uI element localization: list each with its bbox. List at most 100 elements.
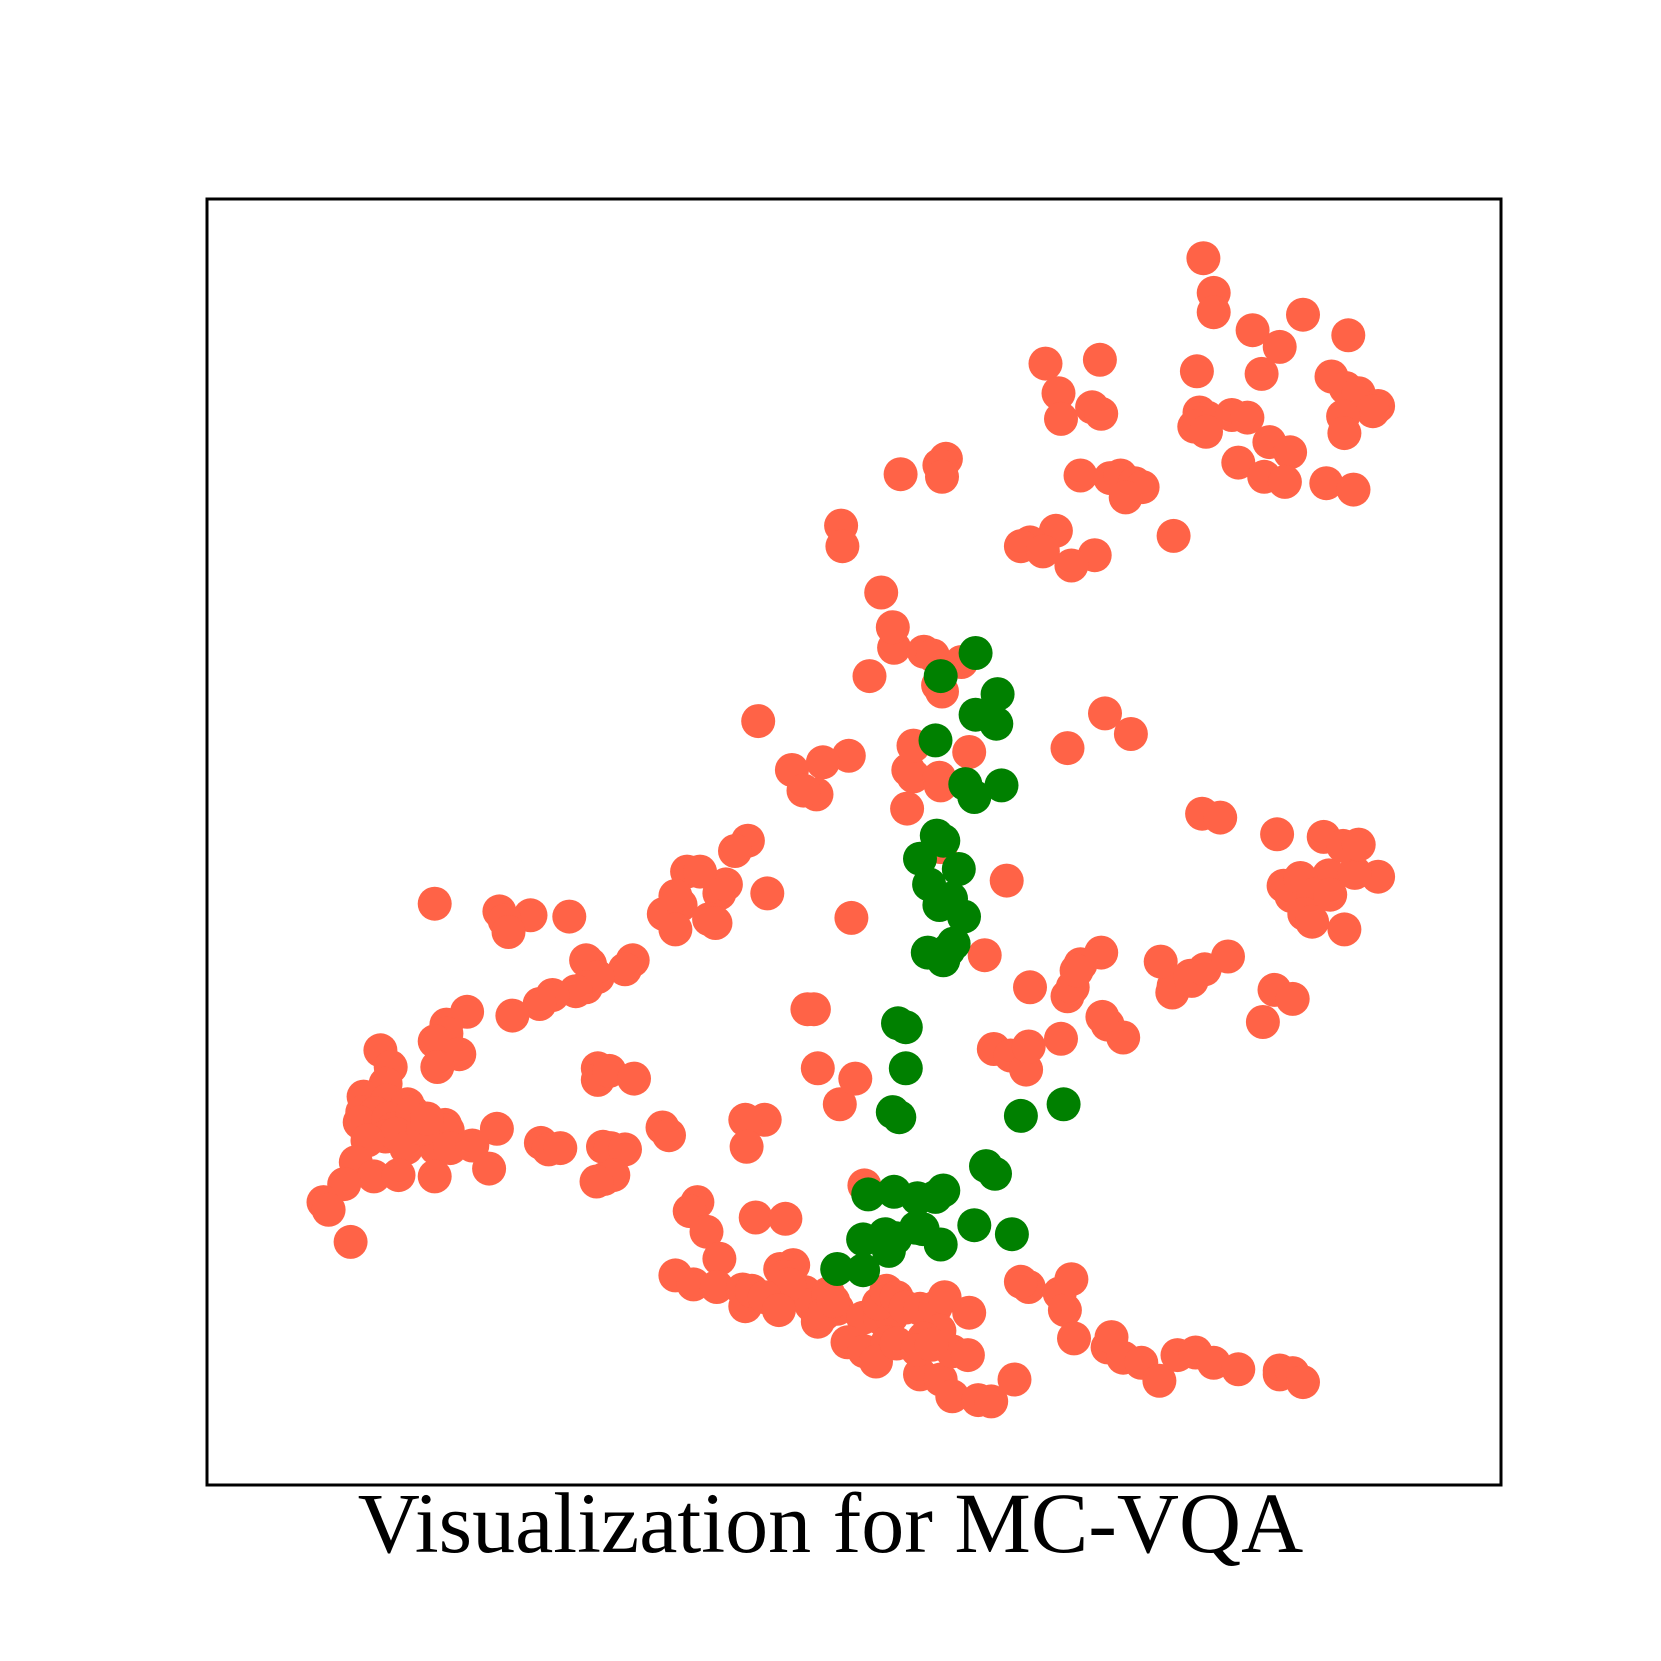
scatter-point-orange bbox=[796, 992, 831, 1027]
scatter-point-orange bbox=[729, 1129, 764, 1164]
scatter-point-orange bbox=[1337, 855, 1372, 890]
scatter-point-orange bbox=[896, 759, 931, 794]
scatter-point-orange bbox=[683, 854, 717, 889]
scatter-point-orange bbox=[761, 1293, 796, 1328]
scatter-point-orange bbox=[950, 1338, 985, 1373]
scatter-point-green bbox=[923, 1227, 958, 1262]
scatter-point-orange bbox=[1203, 800, 1238, 835]
scatter-point-orange bbox=[1082, 342, 1117, 377]
scatter-point-green bbox=[947, 899, 981, 934]
scatter-point-orange bbox=[543, 1131, 578, 1166]
scatter-point-orange bbox=[1088, 696, 1122, 731]
scatter-point-orange bbox=[1341, 827, 1376, 862]
scatter-point-orange bbox=[311, 1192, 346, 1227]
scatter-point-green bbox=[888, 1051, 923, 1086]
scatter-point-orange bbox=[728, 1102, 763, 1137]
scatter-point-green bbox=[980, 677, 1015, 712]
scatter-point-orange bbox=[997, 1362, 1032, 1397]
scatter-point-orange bbox=[1327, 912, 1362, 947]
scatter-point-orange bbox=[1245, 1005, 1280, 1039]
points-layer bbox=[306, 241, 1396, 1419]
scatter-point-orange bbox=[741, 704, 776, 739]
scatter-point-orange bbox=[1273, 435, 1308, 470]
scatter-point-orange bbox=[1267, 464, 1302, 499]
scatter-point-orange bbox=[718, 834, 752, 868]
scatter-point-green bbox=[1003, 1098, 1038, 1133]
scatter-point-green bbox=[979, 706, 1014, 741]
scatter-point-orange bbox=[495, 998, 530, 1033]
scatter-point-green bbox=[957, 1208, 992, 1243]
scatter-point-orange bbox=[825, 529, 860, 564]
scatter-point-orange bbox=[617, 1061, 651, 1096]
scatter-point-orange bbox=[1275, 981, 1310, 1016]
scatter-point-orange bbox=[1331, 318, 1366, 353]
scatter-point-orange bbox=[1156, 518, 1191, 553]
scatter-point-orange bbox=[1262, 329, 1297, 364]
scatter-point-orange bbox=[1327, 416, 1362, 451]
scatter-point-orange bbox=[1143, 944, 1178, 979]
scatter-point-green bbox=[994, 1217, 1029, 1252]
scatter-point-green bbox=[1046, 1087, 1081, 1122]
scatter-point-orange bbox=[805, 745, 840, 780]
scatter-point-orange bbox=[1230, 400, 1265, 435]
scatter-point-green bbox=[978, 1156, 1012, 1191]
scatter-point-green bbox=[888, 1010, 923, 1045]
scatter-point-orange bbox=[1309, 466, 1344, 501]
scatter-point-green bbox=[903, 841, 937, 876]
scatter-point-orange bbox=[1085, 999, 1120, 1034]
scatter-point-orange bbox=[381, 1158, 416, 1193]
scatter-point-orange bbox=[333, 1224, 368, 1259]
scatter-point-orange bbox=[864, 575, 899, 610]
scatter-point-orange bbox=[923, 768, 958, 803]
scatter-point-green bbox=[941, 852, 976, 886]
scatter-point-orange bbox=[1235, 313, 1270, 348]
scatter-point-orange bbox=[1196, 295, 1231, 330]
scatter-point-orange bbox=[698, 906, 733, 940]
scatter-point-green bbox=[926, 1173, 961, 1208]
plot-frame bbox=[205, 197, 1503, 1487]
scatter-point-orange bbox=[768, 1201, 803, 1236]
scatter-point-orange bbox=[935, 1379, 970, 1414]
scatter-point-green bbox=[846, 1253, 881, 1288]
scatter-point-orange bbox=[1054, 548, 1089, 583]
scatter-point-orange bbox=[1221, 1352, 1256, 1387]
scatter-point-orange bbox=[658, 879, 693, 913]
scatter-point-orange bbox=[974, 1384, 1009, 1419]
scatter-point-orange bbox=[750, 876, 785, 911]
scatter-point-orange bbox=[472, 1151, 507, 1186]
chart-caption: Visualization for MC-VQA bbox=[357, 1475, 1304, 1571]
scatter-point-green bbox=[923, 659, 958, 694]
scatter-point-green bbox=[958, 636, 993, 670]
scatter-point-orange bbox=[689, 1214, 724, 1249]
scatter-point-orange bbox=[800, 1051, 835, 1086]
scatter-point-orange bbox=[925, 459, 959, 494]
scatter-point-orange bbox=[608, 1132, 642, 1167]
scatter-point-orange bbox=[1286, 1365, 1320, 1400]
scatter-point-orange bbox=[967, 938, 1002, 973]
scatter-point-orange bbox=[875, 610, 910, 645]
scatter-point-orange bbox=[1179, 354, 1214, 389]
scatter-point-orange bbox=[702, 1241, 737, 1276]
scatter-point-orange bbox=[738, 1200, 773, 1235]
scatter-point-green bbox=[820, 1252, 855, 1286]
scatter-point-orange bbox=[1221, 445, 1256, 480]
scatter-point-orange bbox=[356, 1159, 391, 1194]
scatter-point-orange bbox=[1295, 904, 1330, 939]
scatter-point-orange bbox=[608, 952, 642, 987]
scatter-point-orange bbox=[1011, 1029, 1046, 1064]
scatter-point-orange bbox=[989, 863, 1024, 898]
scatter-point-green bbox=[957, 780, 992, 814]
scatter-point-orange bbox=[1025, 534, 1060, 569]
scatter-point-orange bbox=[417, 1159, 452, 1194]
scatter-point-orange bbox=[699, 1270, 734, 1304]
scatter-point-orange bbox=[1044, 401, 1078, 436]
scatter-point-orange bbox=[1244, 356, 1279, 391]
scatter-point-orange bbox=[1313, 877, 1348, 912]
scatter-point-orange bbox=[1050, 731, 1085, 766]
scatter-point-orange bbox=[852, 659, 887, 694]
scatter-point-orange bbox=[1044, 1021, 1078, 1056]
scatter-point-orange bbox=[1108, 480, 1143, 515]
scatter-point-orange bbox=[927, 1280, 962, 1315]
scatter-point-orange bbox=[522, 987, 557, 1021]
